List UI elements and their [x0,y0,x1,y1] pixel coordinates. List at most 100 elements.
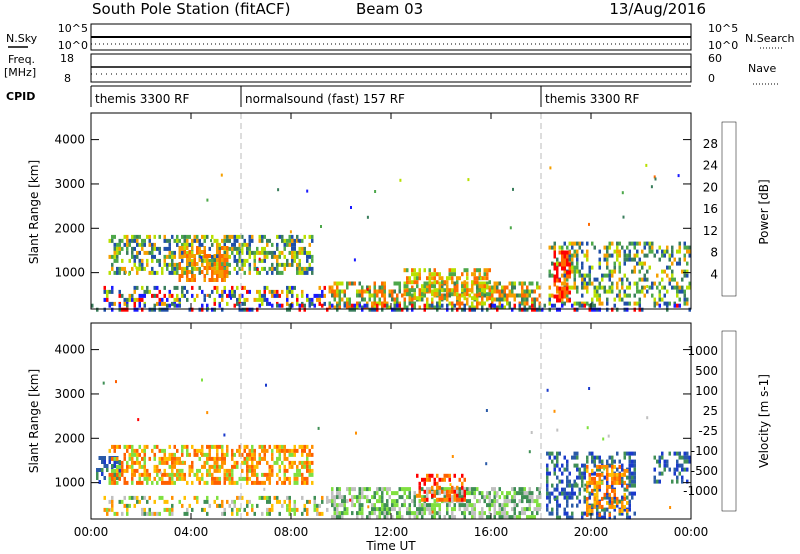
heatmap-cell [216,476,219,481]
heatmap-cell [356,499,359,504]
heatmap-cell [286,258,289,263]
heatmap-cell [286,301,289,306]
heatmap-cell [201,242,204,247]
heatmap-cell [423,284,426,289]
heatmap-cell [571,515,574,520]
heatmap-cell [481,307,484,312]
heatmap-cell [131,444,134,449]
heatmap-cell [466,487,469,492]
heatmap-cell [136,456,139,461]
heatmap-cell [231,242,234,247]
heatmap-cell [141,246,144,251]
heatmap-cell [636,261,639,266]
heatmap-cell [456,493,459,498]
heatmap-cell [153,444,156,449]
heatmap-cell [168,480,171,485]
heatmap-cell [621,500,624,505]
heatmap-cell [471,296,474,301]
heatmap-cell [143,238,146,243]
heatmap-cell [108,289,111,294]
heatmap-cell [173,464,176,469]
heatmap-cell [513,293,516,298]
heatmap-cell [258,250,261,255]
heatmap-cell [136,468,139,473]
heatmap-cell [311,238,314,243]
heatmap-cell [211,242,214,247]
heatmap-cell [306,189,309,193]
heatmap-cell [563,262,566,267]
heatmap-cell [513,297,516,302]
heatmap-cell [498,293,501,298]
heatmap-cell [593,492,596,497]
heatmap-cell [413,276,416,281]
heatmap-cell [498,297,501,302]
heatmap-cell [586,480,589,485]
heatmap-cell [136,254,139,259]
heatmap-cell [241,301,244,306]
heatmap-cell [393,301,396,306]
time-tick-label: 12:00 [374,525,409,539]
heatmap-cell [296,480,299,485]
heatmap-cell [173,254,176,259]
heatmap-cell [183,266,186,271]
heatmap-cell [486,276,489,281]
heatmap-cell [661,249,664,254]
heatmap-cell [486,296,489,301]
heatmap-cell [381,293,384,298]
heatmap-cell [238,250,241,255]
heatmap-cell [206,234,209,239]
heatmap-cell [576,289,579,294]
heatmap-cell [331,303,334,308]
heatmap-cell [511,293,514,298]
heatmap-cell [168,254,171,259]
heatmap-cell [178,297,181,302]
heatmap-cell [291,246,294,251]
heatmap-cell [373,281,376,286]
heatmap-cell [536,297,539,302]
heatmap-cell [636,285,639,290]
heatmap-cell [243,460,246,465]
heatmap-cell [218,274,221,278]
heatmap-cell [581,515,584,520]
heatmap-cell [338,305,341,310]
heatmap-cell [651,293,654,298]
heatmap-cell [136,234,139,239]
heatmap-cell [241,452,244,457]
heatmap-cell [216,285,219,290]
heatmap-cell [566,286,569,291]
heatmap-cell [191,293,194,298]
heatmap-cell [383,293,386,298]
heatmap-cell [118,468,121,472]
heatmap-cell [581,293,584,298]
heatmap-cell [451,276,454,281]
heatmap-cell [596,484,599,489]
heatmap-cell [276,234,279,239]
heatmap-cell [213,258,216,263]
heatmap-cell [561,471,564,476]
heatmap-cell [341,495,344,500]
heatmap-cell [173,266,176,271]
heatmap-cell [343,303,346,308]
heatmap-cell [166,472,169,477]
heatmap-cell [253,250,256,255]
heatmap-cell [333,511,336,516]
heatmap-cell [131,246,134,251]
heatmap-cell [433,503,436,508]
heatmap-cell [143,242,146,247]
heatmap-cell [623,253,626,258]
heatmap-cell [171,476,174,481]
heatmap-cell [548,297,551,302]
heatmap-cell [546,479,549,484]
heatmap-cell [378,285,381,290]
heatmap-cell [448,489,451,494]
heatmap-cell [581,471,584,476]
heatmap-cell [486,503,489,508]
heatmap-cell [258,456,261,461]
heatmap-cell [228,238,231,243]
heatmap-cell [191,266,194,271]
heatmap-cell [458,491,461,496]
heatmap-cell [296,472,299,477]
heatmap-cell [115,380,117,384]
heatmap-cell [677,174,680,178]
heatmap-cell [613,507,616,512]
